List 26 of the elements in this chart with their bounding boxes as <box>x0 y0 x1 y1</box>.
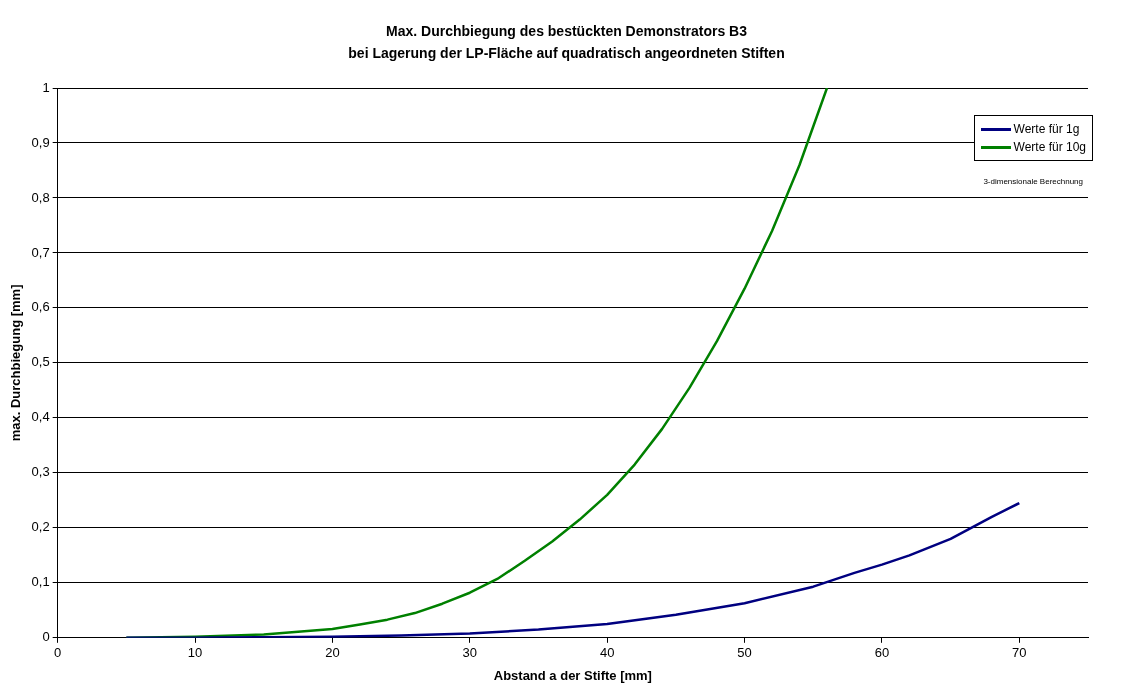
chart-subtitle: bei Lagerung der LP-Fläche auf quadratisch angeordneten Stiften <box>347 44 786 63</box>
y-tick-label: 0,5 <box>31 354 50 370</box>
x-tick-label: 40 <box>599 645 615 661</box>
x-tick-label: 20 <box>325 645 340 661</box>
x-tick-label: 10 <box>187 645 203 661</box>
x-tick-label: 50 <box>737 645 752 661</box>
y-tick-label: 0,3 <box>31 464 50 480</box>
y-tick-label: 0,8 <box>31 189 50 205</box>
x-tick-label: 0 <box>54 645 62 661</box>
y-tick-label: 0,9 <box>31 134 50 150</box>
y-axis-title: max. Durchbiegung [mm] <box>8 284 24 442</box>
x-tick-label: 60 <box>874 645 890 661</box>
y-tick-label: 0,4 <box>31 409 50 425</box>
y-tick-label: 0,1 <box>31 574 50 590</box>
y-tick-label: 0,7 <box>31 244 50 260</box>
y-tick-label: 0,2 <box>31 519 50 535</box>
x-tick-label: 70 <box>1012 645 1027 661</box>
legend-label: Werte für 1g <box>1013 122 1080 136</box>
x-axis-title: Abstand a der Stifte [mm] <box>493 667 652 683</box>
chart-title: Max. Durchbiegung des bestückten Demonstrators B3 <box>385 22 748 41</box>
annotation: 3-dimensionale Berechnung <box>983 177 1083 186</box>
y-tick-label: 1 <box>42 79 50 95</box>
y-tick-label: 0 <box>42 629 50 645</box>
x-tick-label: 30 <box>462 645 478 661</box>
y-tick-label: 0,6 <box>31 299 50 315</box>
legend-label: Werte für 10g <box>1013 140 1086 154</box>
